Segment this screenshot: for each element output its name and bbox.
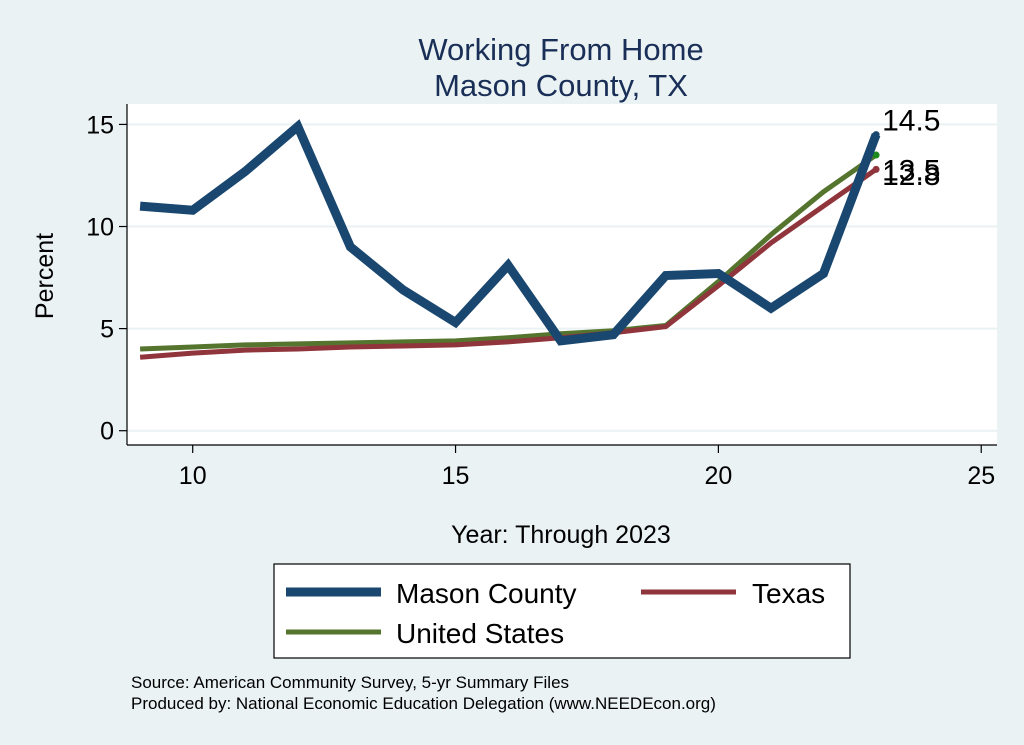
grid-lines (127, 123, 997, 432)
series-end-point-texas (872, 165, 880, 173)
end-label-mason-county: 14.5 (882, 105, 940, 138)
y-tick-label-15: 15 (86, 111, 114, 139)
produced-by-note: Produced by: National Economic Education… (131, 694, 716, 713)
plot-area (127, 104, 997, 445)
legend-label-mason-county: Mason County (396, 578, 577, 609)
end-label-texas: 13.5 (882, 154, 940, 187)
series-line-texas (139, 167, 878, 360)
y-axis-ticks: 0 5 10 15 (86, 111, 127, 446)
x-tick-label-10: 10 (179, 462, 207, 490)
x-axis-label: Year: Through 2023 (451, 521, 671, 549)
y-tick-label-10: 10 (86, 214, 114, 242)
series-line-united-states (140, 152, 878, 352)
legend-box (273, 563, 851, 659)
x-axis-ticks: 10 15 20 25 (179, 445, 995, 490)
x-tick-label-25: 25 (967, 462, 995, 490)
end-label-united-states: 12.8 (882, 159, 940, 192)
source-note: Source: American Community Survey, 5-yr … (131, 673, 569, 692)
y-axis-label: Percent (31, 233, 59, 319)
chart-subtitle: Mason County, TX (434, 68, 688, 103)
y-tick-label-0: 0 (100, 418, 114, 446)
y-tick-label-5: 5 (100, 316, 114, 344)
end-labels: 14.5 13.512.8 (882, 105, 940, 192)
chart-title: Working From Home (418, 32, 703, 67)
series-end-point-united-states (872, 151, 880, 159)
x-tick-label-15: 15 (442, 462, 470, 490)
series-lines (139, 119, 881, 360)
series-line-mason-county (139, 119, 881, 346)
series-end-point-mason-county (872, 131, 880, 139)
legend: Mason County Texas United States (273, 563, 851, 659)
legend-label-united-states: United States (396, 618, 564, 649)
legend-label-texas: Texas (752, 578, 825, 609)
x-tick-label-20: 20 (704, 462, 732, 490)
